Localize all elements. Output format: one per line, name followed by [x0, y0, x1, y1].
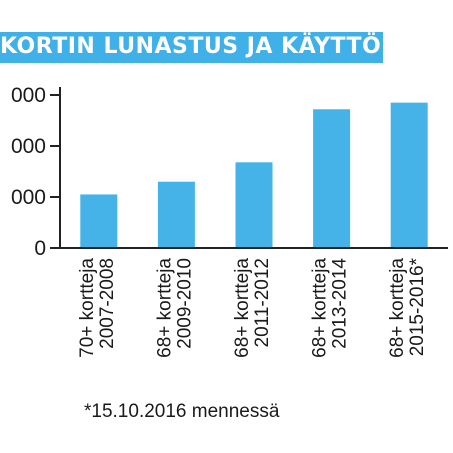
y-tick-label: 000: [11, 186, 46, 209]
title-banner: [0, 32, 383, 63]
y-tick-label: 0: [34, 237, 46, 260]
bar: [313, 109, 351, 248]
x-tick-label: 68+ kortteja 2011-2012: [232, 258, 273, 358]
bar: [80, 194, 118, 248]
x-axis: 70+ kortteja 2007-2008 68+ kortteja 2009-20…: [60, 247, 448, 358]
bar: [157, 181, 195, 248]
x-tick-label-line: 2013-2014: [330, 258, 351, 349]
y-tick-label: 000: [11, 84, 46, 107]
footnote: *15.10.2016 mennessä: [84, 401, 280, 422]
x-tick-label-line: 68+ kortteja: [387, 258, 408, 358]
x-tick-label-line: 2015-2016*: [407, 257, 428, 356]
x-tick-label-line: 2009-2010: [174, 258, 195, 349]
bars: [80, 102, 428, 249]
chart-title: KORTIN LUNASTUS JA KÄYTTÖ: [0, 34, 382, 59]
bar: [235, 162, 273, 248]
x-tick-label: 68+ kortteja 2009-2010: [154, 258, 195, 358]
y-tick-label: 000: [11, 135, 46, 158]
x-tick-label-line: 2007-2008: [97, 258, 118, 349]
x-tick-label: 68+ kortteja 2015-2016*: [387, 257, 428, 357]
bar: [390, 102, 428, 249]
x-tick-label-line: 70+ kortteja: [77, 258, 98, 358]
x-tick-label: 70+ kortteja 2007-2008: [77, 258, 118, 358]
x-tick-label-line: 2011-2012: [252, 258, 273, 347]
x-tick-label-line: 68+ kortteja: [154, 258, 175, 358]
x-tick-label-line: 68+ kortteja: [232, 258, 253, 358]
x-tick-label-line: 68+ kortteja: [310, 258, 331, 358]
x-tick-label: 68+ kortteja 2013-2014: [310, 258, 351, 358]
